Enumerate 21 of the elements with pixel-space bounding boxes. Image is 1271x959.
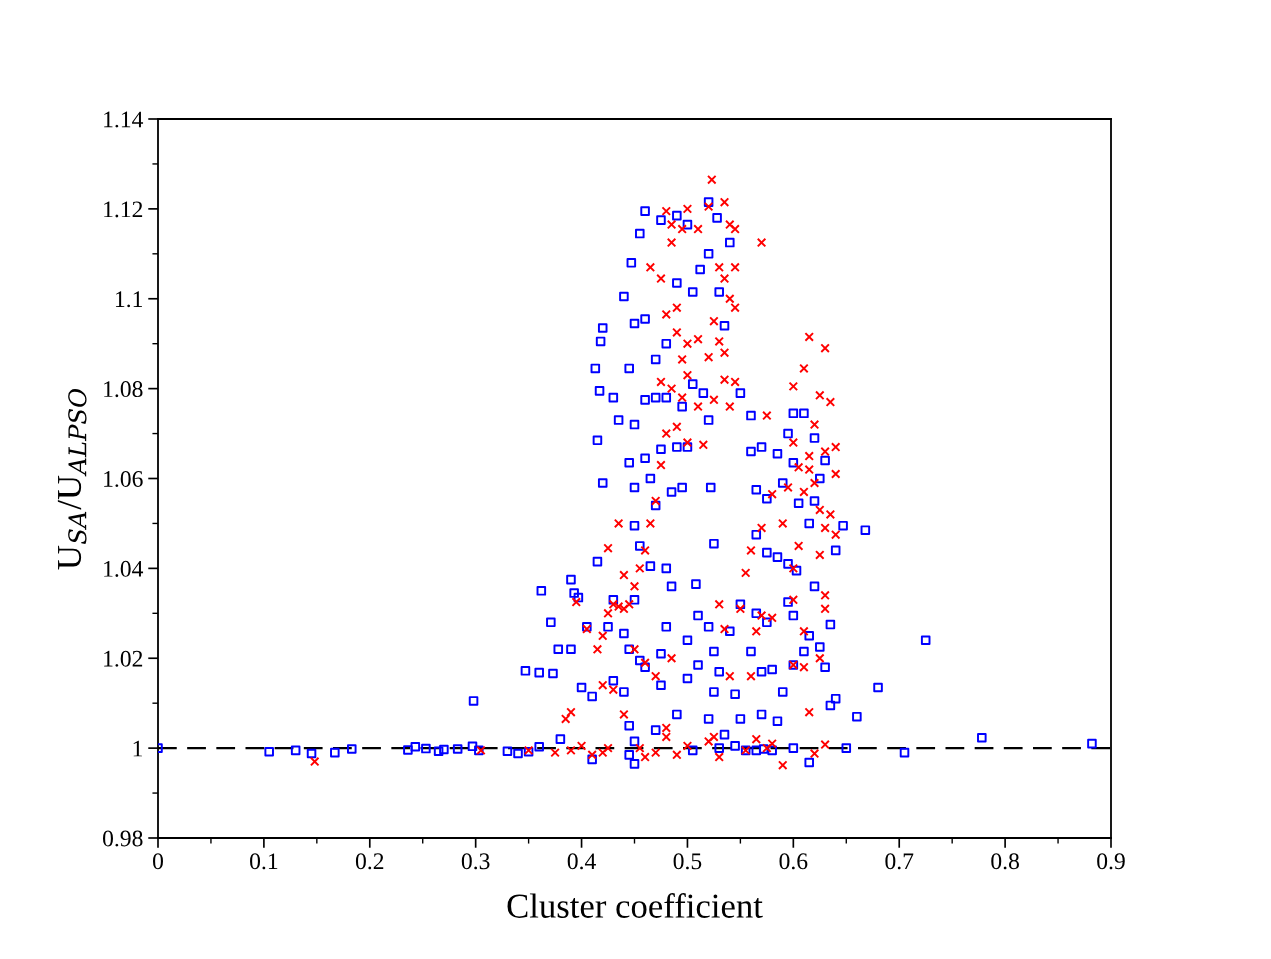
y-tick-label: 1.1	[115, 291, 142, 308]
x-tick-label: 0	[153, 853, 163, 870]
x-axis-title: Cluster coefficient	[507, 893, 763, 918]
y-tick-label: 1.08	[104, 381, 143, 398]
y-tick-label: 1.14	[104, 111, 144, 128]
y-tick-label: 0.98	[103, 830, 143, 847]
x-tick-label: 0.3	[461, 853, 490, 870]
x-tick-label: 0.9	[1097, 853, 1125, 870]
y-tick-label: 1	[133, 740, 142, 757]
x-tick-label: 0.8	[991, 853, 1019, 870]
y-tick-label: 1.02	[104, 650, 143, 667]
x-tick-label: 0.4	[567, 853, 596, 870]
x-tick-label: 0.5	[673, 853, 702, 870]
x-tick-label: 0.6	[779, 853, 808, 870]
x-tick-label: 0.7	[885, 853, 914, 870]
y-axis-title: U$_{SA}$/U$_{ALPSO}$	[57, 389, 87, 570]
y-tick-label: 1.12	[104, 201, 143, 218]
x-tick-label: 0.1	[250, 853, 278, 870]
x-tick-label: 0.2	[355, 853, 384, 870]
y-tick-label: 1.06	[104, 470, 143, 488]
y-tick-label: 1.04	[104, 560, 144, 577]
